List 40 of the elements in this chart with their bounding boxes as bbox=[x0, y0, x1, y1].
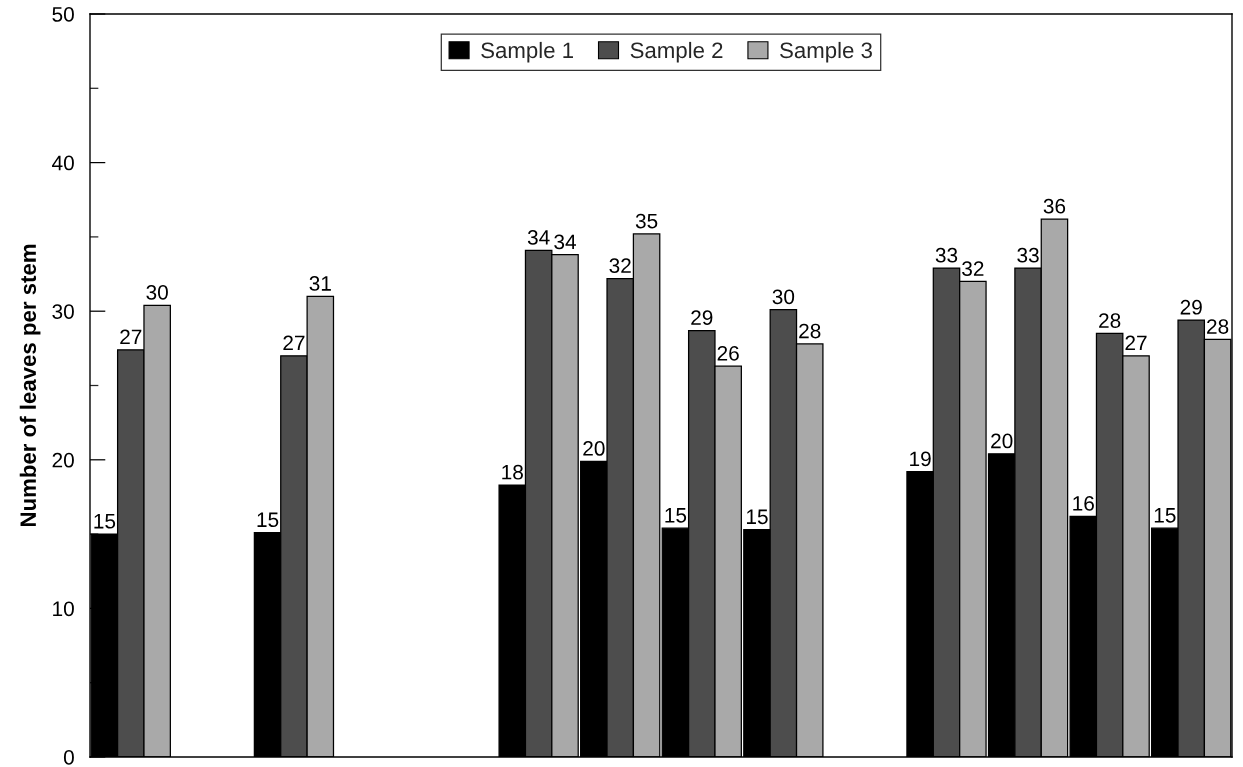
data-label: 35 bbox=[635, 213, 658, 229]
data-label: 20 bbox=[991, 433, 1013, 449]
legend-label: Sample 3 bbox=[780, 41, 872, 63]
data-label: 28 bbox=[1207, 319, 1229, 334]
data-label: 29 bbox=[691, 310, 713, 326]
legend-label: Sample 1 bbox=[481, 41, 573, 63]
data-label: 34 bbox=[554, 234, 576, 250]
data-label: 27 bbox=[1125, 335, 1147, 351]
data-label: 20 bbox=[583, 441, 605, 456]
data-label: 18 bbox=[502, 464, 523, 480]
data-label: 15 bbox=[94, 514, 116, 529]
data-label: 30 bbox=[146, 285, 168, 300]
data-label: 36 bbox=[1043, 198, 1066, 214]
y-tick-label: 30 bbox=[52, 304, 74, 319]
y-tick-label: 20 bbox=[52, 452, 74, 468]
data-label: 33 bbox=[935, 247, 958, 263]
data-label: 32 bbox=[609, 258, 631, 273]
data-label: 15 bbox=[1154, 508, 1176, 523]
y-axis-title: Number of leaves per stem bbox=[19, 244, 41, 527]
y-tick-label: 40 bbox=[52, 155, 74, 171]
data-label: 30 bbox=[772, 289, 795, 305]
data-label: 29 bbox=[1180, 299, 1202, 315]
data-label: 27 bbox=[283, 335, 305, 351]
y-tick-label: 0 bbox=[63, 750, 74, 765]
data-label: 15 bbox=[746, 509, 768, 525]
data-label: 15 bbox=[665, 508, 687, 523]
data-label: 28 bbox=[799, 323, 821, 339]
data-label: 32 bbox=[962, 261, 984, 276]
data-label: 16 bbox=[1073, 496, 1094, 511]
data-label: 27 bbox=[120, 329, 142, 345]
data-label: 26 bbox=[717, 345, 739, 361]
data-label: 33 bbox=[1017, 247, 1039, 263]
y-tick-label: 10 bbox=[53, 601, 74, 617]
legend-label: Sample 2 bbox=[630, 41, 723, 63]
data-label: 19 bbox=[910, 451, 931, 467]
data-label: 34 bbox=[527, 230, 550, 245]
y-tick-label: 50 bbox=[52, 7, 74, 22]
data-label: 28 bbox=[1099, 313, 1121, 328]
data-label: 31 bbox=[309, 276, 331, 291]
data-label: 15 bbox=[257, 512, 279, 528]
